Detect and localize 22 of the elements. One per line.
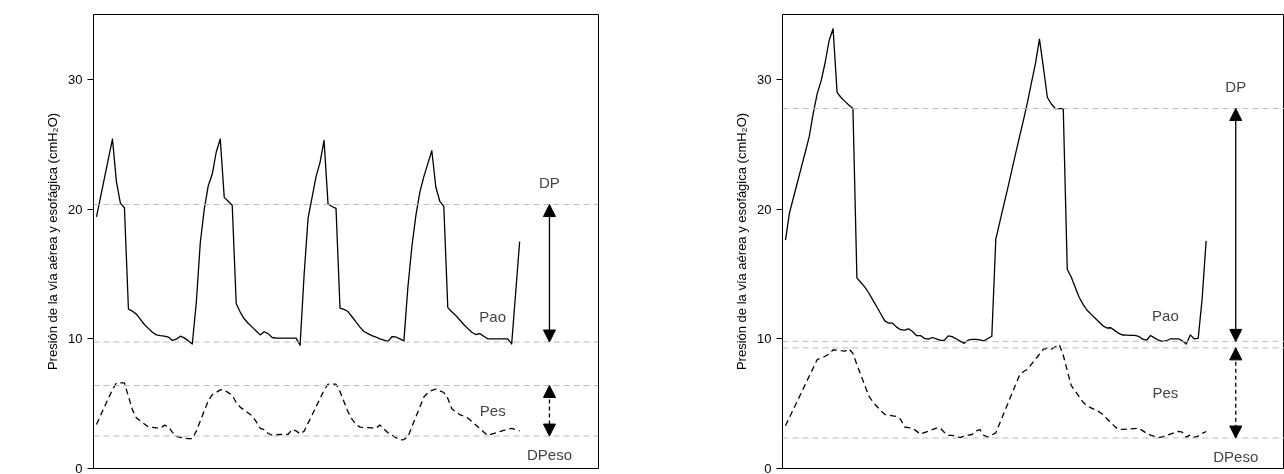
text: DPeso [526,445,572,463]
y-tick-label: 30 [757,71,772,87]
line-series [95,382,521,441]
line-series [95,138,521,346]
line-series [784,28,1207,345]
annotation: Pao [1152,306,1179,324]
text: DPeso [1213,447,1259,465]
y-tick-label: 0 [764,461,772,474]
text: DP [539,174,560,192]
y-axis-title: Presión de la vía aérea y esofágica (cmH₂O) [45,112,61,371]
y-tick-label: 20 [757,201,772,217]
y-tick-label: 10 [757,331,772,347]
y-tick-label: 30 [68,71,83,87]
y-tick-label: 20 [68,201,83,217]
y-tick-label: 10 [68,331,83,347]
text: DP [1225,78,1247,96]
line-series [784,343,1207,439]
annotation: Pao [479,307,507,325]
y-axis-title: Presión de la vía aérea y esofágica (cmH₂O) [734,112,750,371]
annotation: Pes [479,402,506,420]
annotation: Pes [1152,384,1179,402]
y-tick-label: 0 [75,461,83,474]
